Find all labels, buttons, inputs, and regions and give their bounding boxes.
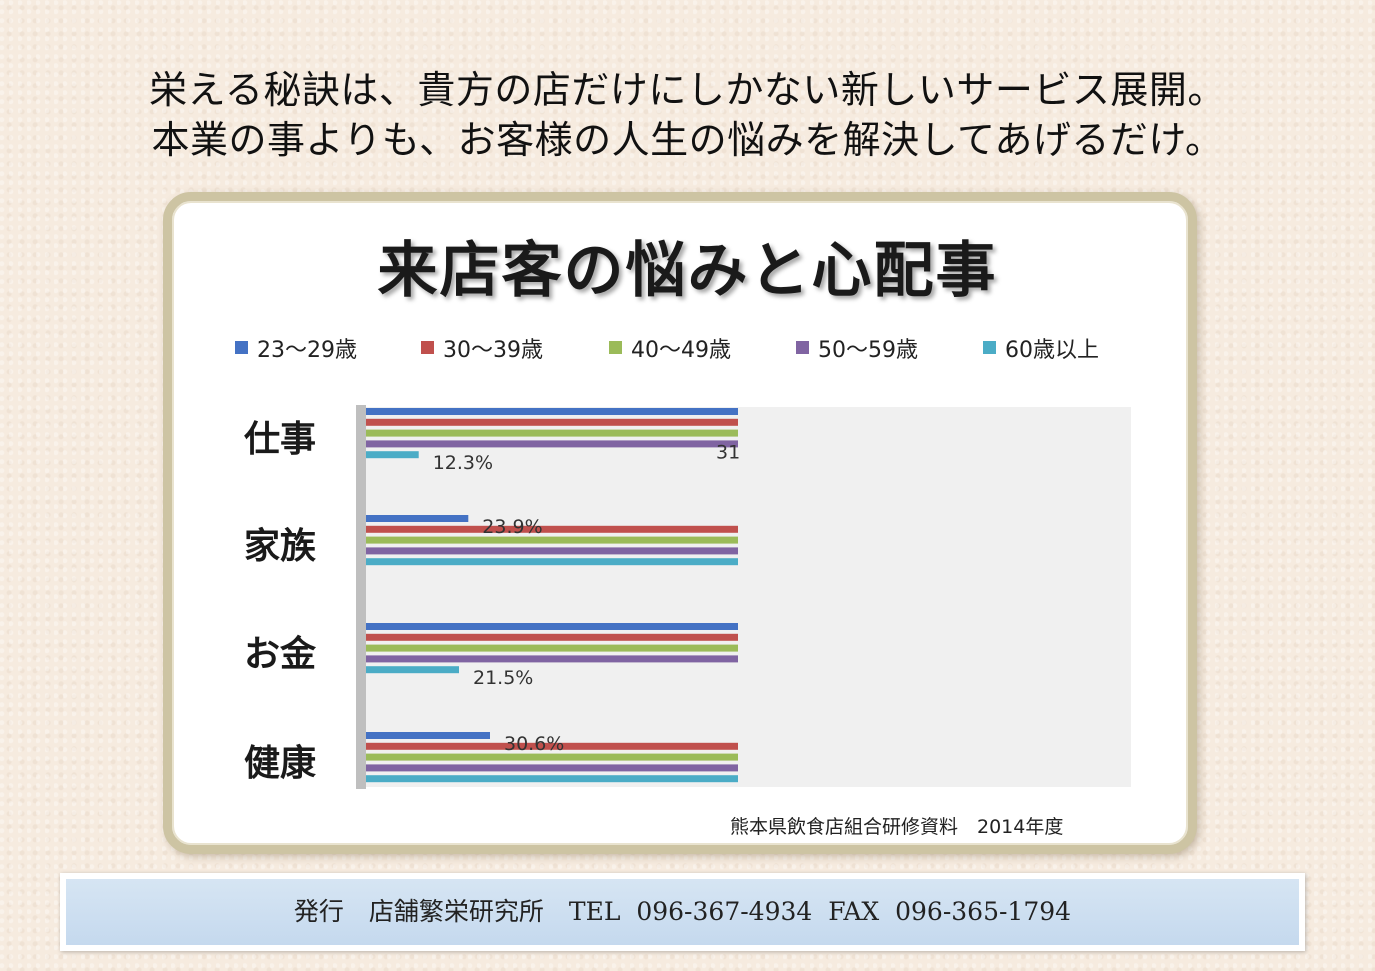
bar-4-4	[366, 764, 738, 772]
data-label-3: 23.9%	[482, 516, 542, 538]
bar-1-3	[366, 429, 738, 437]
bar-3-5	[366, 666, 459, 674]
legend-label-3: 40～49歳	[631, 338, 731, 363]
data-label-2: 12.3%	[433, 452, 493, 474]
category-label-1: 仕事	[244, 418, 316, 460]
bar-3-2	[366, 633, 738, 641]
data-label-4: 21.5%	[473, 667, 533, 689]
legend-swatch-1	[235, 341, 248, 354]
bar-4-2	[366, 742, 738, 750]
bar-3-4	[366, 655, 738, 663]
bar-4-5	[366, 775, 738, 783]
category-label-3: お金	[244, 633, 317, 675]
legend-swatch-5	[983, 341, 996, 354]
data-label-1: 31	[716, 441, 740, 463]
legend-label-1: 23～29歳	[257, 338, 357, 363]
chart-title: 来店客の悩みと心配事	[377, 236, 998, 306]
headline-line-2: 本業の事よりも、お客様の人生の悩みを解決してあげるだけ。	[151, 118, 1224, 162]
category-label-4: 健康	[244, 742, 316, 784]
bar-2-3	[366, 536, 738, 544]
bar-2-1	[366, 515, 469, 522]
bar-1-4	[366, 440, 738, 448]
legend-swatch-2	[421, 341, 434, 354]
bar-4-3	[366, 753, 738, 761]
bar-3-3	[366, 644, 738, 652]
y-axis-line	[356, 405, 366, 789]
bar-1-2	[366, 418, 738, 426]
bar-3-1	[366, 623, 738, 630]
footer-banner: 発行 店舗繁栄研究所 TEL 096-367-4934 FAX 096-365-…	[60, 873, 1305, 951]
data-label-5: 30.6%	[504, 733, 564, 755]
bar-2-2	[366, 525, 738, 533]
bar-4-1	[366, 732, 490, 739]
category-label-2: 家族	[244, 525, 316, 567]
legend-label-2: 30～39歳	[443, 338, 543, 363]
headline-line-1: 栄える秘訣は、貴方の店だけにしかない新しいサービス展開。	[149, 68, 1226, 112]
legend-swatch-3	[609, 341, 622, 354]
bar-2-5	[366, 558, 738, 566]
plot-area-background	[366, 407, 1131, 787]
legend-label-5: 60歳以上	[1005, 338, 1099, 363]
bar-2-4	[366, 547, 738, 555]
bar-1-1	[366, 408, 738, 415]
bar-1-5	[366, 451, 419, 459]
legend-label-4: 50～59歳	[818, 338, 918, 363]
source-note: 熊本県飲食店組合研修資料 2014年度	[730, 816, 1064, 838]
legend-swatch-4	[796, 341, 809, 354]
